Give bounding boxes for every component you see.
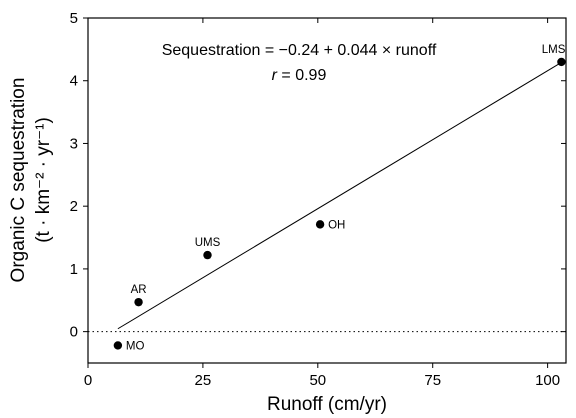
- point-label-ums: UMS: [195, 237, 221, 249]
- x-tick-label: 25: [195, 372, 212, 389]
- y-tick-label: 2: [70, 198, 78, 215]
- x-tick-label: 0: [84, 372, 92, 389]
- point-label-lms: LMS: [542, 44, 566, 56]
- data-point-labels: MO AR UMS OH LMS: [126, 44, 566, 353]
- y-tick-label: 3: [70, 135, 78, 152]
- x-tick-label: 75: [424, 372, 441, 389]
- data-points: [113, 57, 566, 350]
- y-tick-label: 4: [70, 73, 78, 90]
- data-point-ums: [203, 250, 212, 260]
- plot-frame: [87, 17, 567, 364]
- y-axis-title-line1: Organic C sequestration: [8, 78, 29, 283]
- regression-equation: Sequestration = −0.24 + 0.044 × runoff: [162, 42, 437, 59]
- x-tick-label: 50: [309, 372, 326, 389]
- correlation-coefficient: r = 0.99: [272, 67, 327, 84]
- x-tick-label: 100: [535, 372, 560, 389]
- data-point-ar: [134, 297, 143, 307]
- data-point-lms: [557, 57, 566, 67]
- y-tick-label: 0: [70, 324, 78, 341]
- y-tick-labels: 0 1 2 3 4 5: [70, 10, 78, 341]
- point-label-mo: MO: [126, 340, 145, 352]
- data-point-mo: [113, 341, 123, 350]
- x-axis-title: Runoff (cm/yr): [267, 394, 387, 415]
- regression-line: [117, 61, 562, 330]
- x-tick-labels: 0 25 50 75 100: [84, 372, 560, 389]
- y-tick-label: 1: [70, 261, 78, 278]
- point-label-ar: AR: [131, 284, 147, 296]
- y-tick-label: 5: [70, 10, 78, 27]
- y-axis-title-line2: (t · km⁻² · yr⁻¹): [33, 117, 54, 243]
- data-point-oh: [315, 220, 325, 229]
- point-label-oh: OH: [328, 219, 345, 231]
